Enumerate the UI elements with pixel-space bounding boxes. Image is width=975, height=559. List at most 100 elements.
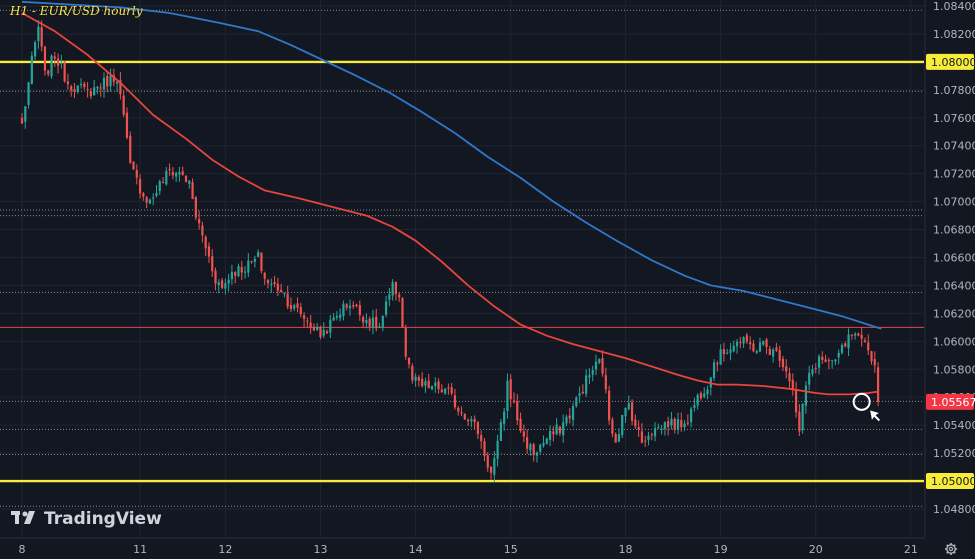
candle-body xyxy=(391,282,394,296)
price-tick-label: 1.06200 xyxy=(933,307,975,320)
candle-body xyxy=(483,441,486,456)
price-badge-label: 1.05567 xyxy=(931,396,975,409)
candle-body xyxy=(778,350,781,361)
candle-body xyxy=(368,318,371,327)
candle-body xyxy=(270,283,273,285)
candle-body xyxy=(260,252,263,272)
candle-body xyxy=(155,192,158,196)
candle-body xyxy=(870,351,873,362)
candle-body xyxy=(243,271,247,273)
price-tick-label: 1.08200 xyxy=(933,28,975,41)
candle-body xyxy=(840,344,844,353)
candle-body xyxy=(430,386,434,390)
candle-body xyxy=(775,347,778,351)
candle-body xyxy=(224,283,227,289)
candle-body xyxy=(348,305,352,309)
candle-body xyxy=(591,370,594,375)
candle-body xyxy=(384,301,388,315)
candle-body xyxy=(706,389,709,395)
candle-body xyxy=(489,467,493,473)
candle-body xyxy=(722,349,726,355)
gear-icon[interactable] xyxy=(945,543,957,555)
tradingview-logo-icon xyxy=(11,511,35,524)
candle-body xyxy=(673,419,676,430)
candle-body xyxy=(237,266,240,277)
candle-body xyxy=(837,352,840,358)
candle-body xyxy=(247,260,250,273)
candle-body xyxy=(768,348,771,355)
moving-averages xyxy=(21,0,882,396)
candle-body xyxy=(47,70,50,75)
price-tick-label: 1.07200 xyxy=(933,168,975,181)
candle-body xyxy=(342,303,345,317)
time-axis[interactable]: 8 11 12 13 14 15 18 19 20 21 xyxy=(19,543,918,556)
candle-body xyxy=(145,197,148,203)
candle-body xyxy=(670,418,673,426)
date-tick-label: 21 xyxy=(904,543,918,556)
candle-body xyxy=(535,452,539,456)
candle-body xyxy=(611,419,614,434)
candle-body xyxy=(453,395,457,408)
candle-body xyxy=(831,360,834,362)
candle-body xyxy=(188,180,191,184)
price-axis[interactable]: 1.08400 1.08200 1.08000 1.07800 1.07600 1.074… xyxy=(933,0,975,516)
candle-body xyxy=(401,298,404,328)
candle-body xyxy=(325,331,329,334)
tradingview-logo: TradingView xyxy=(11,509,162,529)
candle-body xyxy=(122,95,125,115)
candle-body xyxy=(637,426,640,430)
candle-body xyxy=(286,293,289,307)
candle-body xyxy=(788,373,791,382)
candle-body xyxy=(34,42,37,57)
candle-body xyxy=(207,246,211,257)
candle-body xyxy=(230,272,234,280)
candle-body xyxy=(719,349,722,365)
candle-body xyxy=(745,335,748,342)
candle-body xyxy=(506,380,509,412)
candle-body xyxy=(37,26,40,42)
candle-body xyxy=(827,359,830,361)
candle-body xyxy=(381,315,384,328)
candle-body xyxy=(30,55,33,84)
candle-body xyxy=(158,181,161,192)
candle-body xyxy=(191,182,194,199)
candle-body xyxy=(496,440,499,459)
candle-body xyxy=(644,440,647,442)
candle-body xyxy=(345,304,348,308)
candle-body xyxy=(493,458,496,475)
candle-body xyxy=(562,422,565,436)
candles xyxy=(20,20,880,482)
candle-body xyxy=(876,367,880,402)
candle-body xyxy=(781,358,785,368)
price-marker-circle xyxy=(852,392,871,411)
candle-body xyxy=(388,294,391,300)
price-tick-label: 1.06600 xyxy=(933,252,975,265)
candle-body xyxy=(742,337,745,344)
candle-body xyxy=(814,367,817,369)
candle-body xyxy=(627,403,630,410)
candle-body xyxy=(630,402,634,421)
candle-body xyxy=(542,442,545,446)
candle-body xyxy=(614,433,617,443)
price-marker xyxy=(852,392,882,423)
tradingview-logo-text: TradingView xyxy=(44,509,162,529)
candle-body xyxy=(240,267,243,273)
candle-body xyxy=(50,55,53,77)
candle-body xyxy=(116,81,119,84)
price-tick-label: 1.07800 xyxy=(933,84,975,97)
candle-body xyxy=(276,283,279,291)
candle-body xyxy=(332,317,335,321)
date-tick-label: 18 xyxy=(619,543,633,556)
candle-body xyxy=(660,428,663,430)
candle-body xyxy=(863,340,867,343)
candle-body xyxy=(867,342,870,351)
candle-body xyxy=(470,419,473,422)
candle-body xyxy=(263,272,266,279)
date-tick-label: 20 xyxy=(809,543,823,556)
candle-body xyxy=(686,422,689,424)
candle-body xyxy=(480,435,483,442)
candle-body xyxy=(204,236,207,249)
candle-body xyxy=(142,193,145,197)
price-axis-background xyxy=(925,0,975,538)
